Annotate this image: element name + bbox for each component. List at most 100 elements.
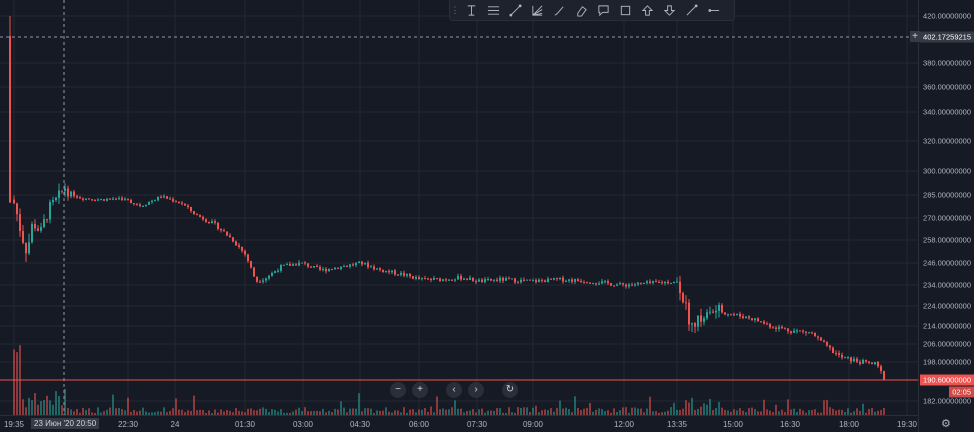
fib-fan-icon[interactable]	[526, 0, 548, 20]
toolbar-grip-icon[interactable]: ⋮	[450, 4, 460, 15]
volume-bar	[283, 412, 285, 415]
volume-bar	[814, 409, 816, 415]
arrow-up-icon[interactable]	[636, 0, 658, 20]
candle-body	[409, 273, 411, 277]
candle-body	[469, 277, 471, 280]
candle-body	[658, 282, 660, 284]
volume-bar	[736, 410, 738, 415]
candle-body	[760, 321, 762, 323]
volume-bar	[373, 412, 375, 415]
candle-body	[448, 279, 450, 281]
volume-bar	[751, 407, 753, 415]
volume-bar	[298, 407, 300, 415]
candle-body	[187, 205, 189, 207]
candle-body	[310, 266, 312, 268]
price-tick-label: 285.00000000	[923, 190, 971, 200]
volume-bar	[457, 408, 459, 415]
candle-body	[208, 221, 210, 224]
time-tick-label: 18:00	[838, 420, 860, 429]
price-axis[interactable]: 420.00000000 380.00000000 360.00000000 340.…	[918, 0, 974, 432]
ruler-icon[interactable]	[680, 0, 702, 20]
crosshair-plus-icon[interactable]: +	[910, 31, 920, 42]
candle-body	[640, 282, 642, 284]
text-cursor-icon[interactable]	[460, 0, 482, 20]
candle-body	[259, 281, 261, 283]
candle-body	[781, 326, 783, 329]
brush-icon[interactable]	[548, 0, 570, 20]
candle-body	[16, 203, 18, 215]
candle-body	[529, 279, 531, 281]
trend-line-icon[interactable]	[504, 0, 526, 20]
candle-body	[724, 312, 726, 315]
volume-bar	[562, 408, 564, 415]
candle-body	[61, 190, 63, 192]
volume-bar	[673, 402, 675, 415]
arrow-down-icon[interactable]	[658, 0, 680, 20]
reset-chart-button[interactable]: ↻	[502, 382, 518, 398]
volume-bar	[634, 407, 636, 415]
candle-body	[379, 268, 381, 270]
candle-body	[691, 323, 693, 325]
volume-bar	[682, 408, 684, 415]
candle-body	[385, 270, 387, 273]
volume-bar	[712, 409, 714, 415]
volume-bar	[397, 410, 399, 415]
volume-bar	[136, 411, 138, 415]
candle-body	[325, 268, 327, 272]
price-tick-label: 246.00000000	[923, 258, 971, 268]
volume-bar	[676, 409, 678, 415]
candle-body	[649, 281, 651, 283]
zoom-in-button[interactable]: +	[412, 382, 428, 398]
volume-bar	[376, 410, 378, 415]
candle-body	[568, 279, 570, 281]
candle-body	[25, 242, 27, 254]
gear-icon[interactable]: ⚙	[941, 418, 951, 430]
eraser-icon[interactable]	[570, 0, 592, 20]
volume-bar	[679, 409, 681, 415]
volume-bar	[874, 411, 876, 415]
scroll-left-button[interactable]: ‹	[446, 382, 462, 398]
candlestick-chart[interactable]	[0, 0, 918, 415]
candle-body	[34, 224, 36, 229]
scroll-right-button[interactable]: ›	[468, 382, 484, 398]
volume-bar	[286, 412, 288, 415]
zoom-out-button[interactable]: −	[390, 382, 406, 398]
volume-bar	[484, 412, 486, 415]
candle-body	[526, 279, 528, 281]
candle-body	[421, 278, 423, 280]
candle-body	[847, 357, 849, 359]
candle-body	[94, 200, 96, 202]
volume-bar	[313, 411, 315, 415]
candle-body	[628, 284, 630, 287]
candle-body	[595, 283, 597, 285]
volume-bar	[157, 411, 159, 415]
candle-body	[292, 264, 294, 266]
callout-icon[interactable]	[592, 0, 614, 20]
candle-body	[145, 204, 147, 206]
volume-bar	[772, 412, 774, 415]
volume-bar	[832, 408, 834, 415]
volume-bar	[763, 399, 765, 415]
candle-body	[115, 198, 117, 200]
horizontal-lines-icon[interactable]	[482, 0, 504, 20]
horizontal-ray-icon[interactable]	[702, 0, 724, 20]
candle-body	[511, 278, 513, 280]
time-tick-label: 24	[170, 420, 180, 429]
candle-body	[619, 283, 621, 285]
candle-body	[439, 278, 441, 282]
volume-bar	[538, 412, 540, 415]
rectangle-icon[interactable]	[614, 0, 636, 20]
volume-bar	[307, 411, 309, 415]
volume-bar	[838, 409, 840, 415]
candle-body	[241, 247, 243, 251]
volume-bar	[163, 407, 165, 415]
volume-bar	[739, 408, 741, 415]
candle-body	[793, 330, 795, 333]
volume-bar	[208, 410, 210, 415]
volume-bar	[496, 408, 498, 415]
candle-body	[400, 272, 402, 275]
volume-bar	[499, 408, 501, 415]
volume-bar	[619, 410, 621, 415]
price-tick-label: 198.00000000	[923, 357, 971, 367]
time-axis[interactable]: 19:35 22:30 24 01:30 03:00 04:30 06:00 07:30 09:…	[0, 415, 918, 432]
